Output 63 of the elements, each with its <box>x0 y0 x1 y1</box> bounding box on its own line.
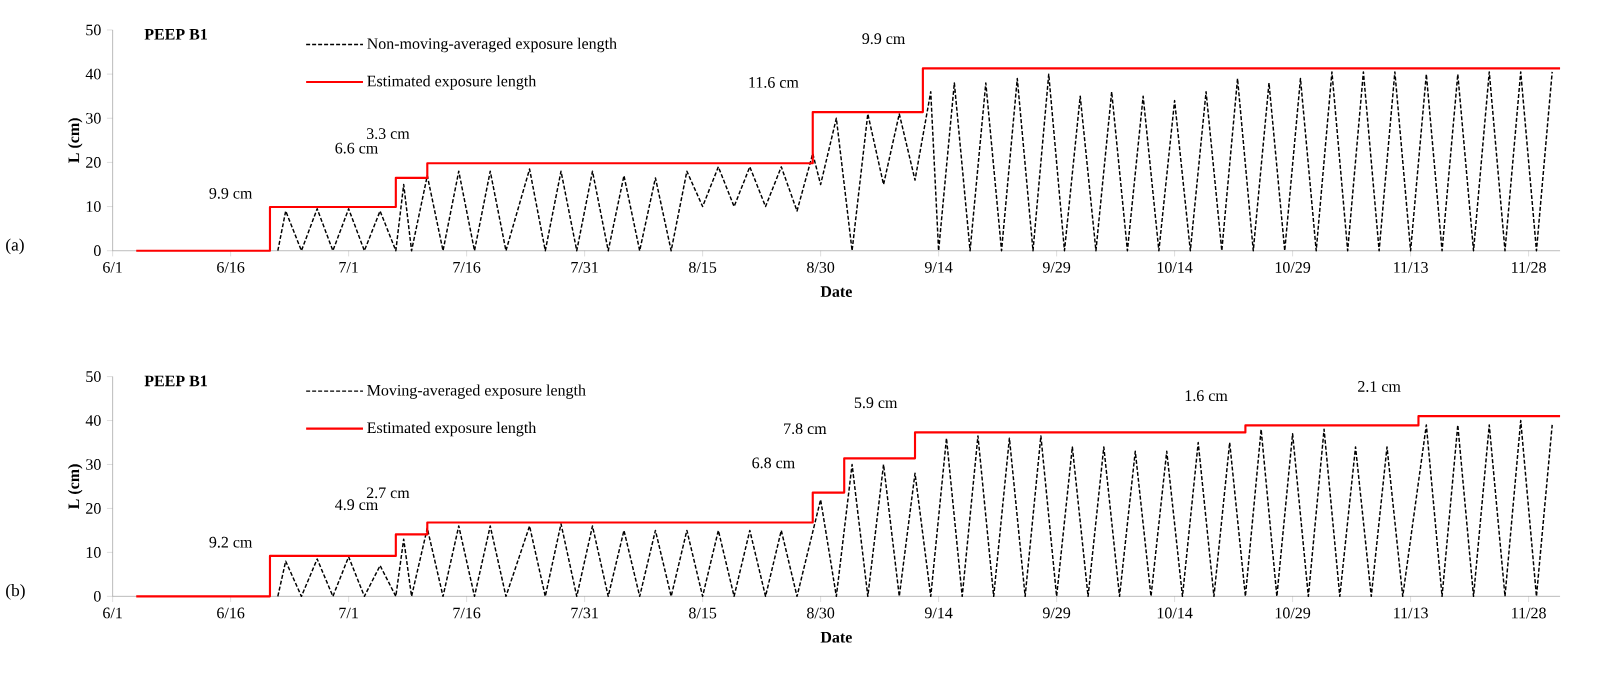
y-axis-title: L (cm) <box>67 118 83 163</box>
text: (a) <box>6 238 24 255</box>
x-tick-label: 10/29 <box>1275 607 1311 619</box>
x-tick-label: 7/31 <box>571 261 598 273</box>
x-tick-label: 11/13 <box>1394 261 1428 273</box>
y-tick-label: 20 <box>86 502 101 514</box>
y-tick-label: 40 <box>85 415 101 426</box>
annotation: 2.1 cm <box>1358 380 1401 392</box>
text: (b) <box>6 583 25 600</box>
y-axis-title: L (cm) <box>67 464 83 509</box>
y-tick-label: 20 <box>86 156 101 168</box>
annotation: 6.8 cm <box>752 457 795 469</box>
x-tick-label: 8/30 <box>807 261 835 273</box>
y-tick-label: 30 <box>86 458 101 470</box>
annotation: 9.2 cm <box>209 536 253 548</box>
x-tick-label: 7/16 <box>453 261 481 273</box>
x-tick-label: 10/14 <box>1157 607 1193 619</box>
x-tick-label: 7/1 <box>339 607 358 619</box>
x-tick-label: 9/29 <box>1042 261 1071 273</box>
y-tick-label: 0 <box>93 590 101 602</box>
y-tick-label: 30 <box>86 112 101 124</box>
annotation: 9.9 cm <box>862 33 906 45</box>
chart-title: PEEP B1 <box>144 375 207 387</box>
x-tick-label: 7/16 <box>453 607 481 619</box>
x-axis-title: Date <box>820 286 852 297</box>
annotation: 11.6 cm <box>749 76 799 88</box>
x-tick-label: 10/14 <box>1157 261 1193 273</box>
annotation: 9.9 cm <box>209 187 253 199</box>
x-tick-label: 11/13 <box>1394 607 1428 619</box>
y-tick-label: 50 <box>86 371 101 382</box>
x-tick-label: 8/30 <box>807 607 835 619</box>
x-tick-label: 7/31 <box>571 607 598 619</box>
x-tick-label: 10/29 <box>1275 261 1311 273</box>
annotation: 3.3 cm <box>366 128 410 139</box>
x-tick-label: 9/29 <box>1042 607 1071 619</box>
x-tick-label: 11/28 <box>1512 261 1546 273</box>
annotation: 7.8 cm <box>784 423 827 434</box>
x-tick-label: 9/14 <box>924 261 953 273</box>
x-tick-label: 6/16 <box>217 261 245 273</box>
x-tick-label: 8/15 <box>689 607 717 619</box>
x-tick-label: 6/1 <box>103 261 122 273</box>
x-tick-label: 7/1 <box>339 261 358 273</box>
annotation: 1.6 cm <box>1185 390 1228 402</box>
annotation: 5.9 cm <box>854 397 898 409</box>
annotation: 4.9 cm <box>335 499 378 511</box>
legend-label: Moving-averaged exposure length <box>367 384 586 399</box>
x-axis-title: Date <box>820 631 852 643</box>
annotation: 2.7 cm <box>366 487 410 499</box>
legend-label: Estimated exposure length <box>367 75 537 90</box>
y-tick-label: 10 <box>86 201 101 212</box>
y-tick-label: 10 <box>86 546 101 558</box>
x-tick-label: 9/14 <box>924 607 953 619</box>
y-tick-label: 0 <box>93 245 101 256</box>
x-tick-label: 6/16 <box>217 607 245 619</box>
x-tick-label: 11/28 <box>1512 607 1546 619</box>
y-tick-label: 40 <box>85 68 101 80</box>
legend-label: Estimated exposure length <box>367 421 537 437</box>
annotation: 6.6 cm <box>335 142 378 154</box>
x-tick-label: 6/1 <box>103 607 122 619</box>
chart-title: PEEP B1 <box>144 28 207 40</box>
y-tick-label: 50 <box>86 24 101 36</box>
legend-label: Non-moving-averaged exposure length <box>367 37 617 53</box>
x-tick-label: 8/15 <box>689 261 717 273</box>
